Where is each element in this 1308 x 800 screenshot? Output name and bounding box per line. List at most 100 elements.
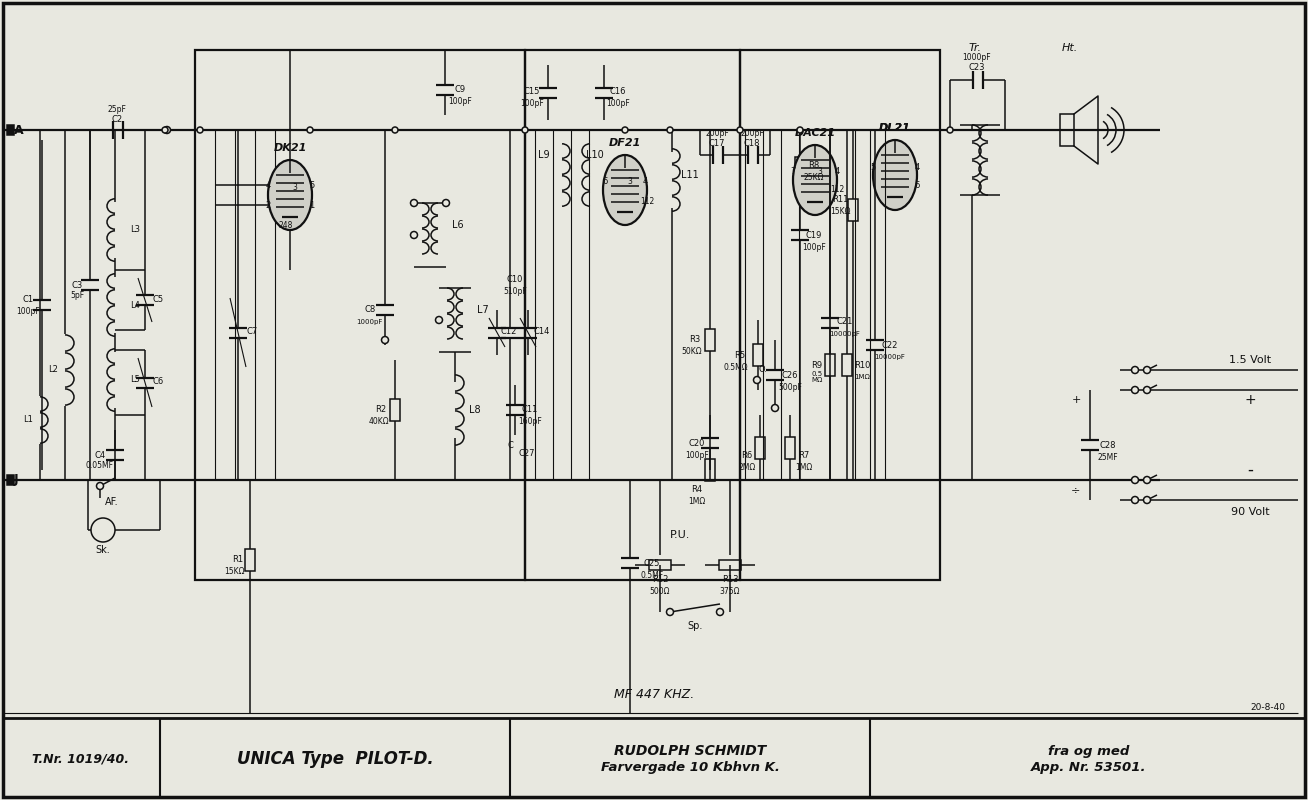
Circle shape [1131,386,1138,394]
Text: 100pF: 100pF [802,242,825,251]
Text: C14: C14 [534,327,551,337]
Text: C3: C3 [72,281,82,290]
Circle shape [1143,477,1151,483]
Circle shape [1143,497,1151,503]
Text: T.Nr. 1019/40.: T.Nr. 1019/40. [31,753,128,766]
Circle shape [753,377,760,383]
Text: 2: 2 [266,201,271,210]
Text: fra og med: fra og med [1048,745,1130,758]
Circle shape [411,199,417,206]
Text: 500pF: 500pF [778,382,802,391]
Bar [795,157,804,178]
Text: C27: C27 [519,449,535,458]
Circle shape [392,127,398,133]
Circle shape [1131,366,1138,374]
Text: 1.5 Volt: 1.5 Volt [1230,355,1271,365]
Text: 500Ω: 500Ω [650,587,670,597]
Circle shape [436,317,442,323]
Text: C1: C1 [22,294,34,303]
Circle shape [522,127,528,133]
Text: J: J [14,474,18,486]
Text: 4: 4 [642,178,647,186]
Text: 1: 1 [310,201,315,210]
Text: 510pF: 510pF [504,287,527,297]
Text: 7: 7 [790,167,795,177]
Text: C15: C15 [523,87,540,97]
Text: C20: C20 [689,438,705,447]
Circle shape [623,127,628,133]
Circle shape [1131,477,1138,483]
Text: 200pF: 200pF [740,129,764,138]
Text: C7: C7 [246,327,258,337]
Text: +: + [1071,395,1080,405]
Text: 25MF: 25MF [1097,453,1118,462]
Bar [195,50,525,580]
Text: 1MΩ: 1MΩ [795,462,812,471]
Text: C6: C6 [152,378,164,386]
Text: R12: R12 [651,575,668,585]
Text: Ht.: Ht. [1062,43,1078,53]
Text: L4: L4 [129,301,140,310]
Text: 0.05MF: 0.05MF [86,462,114,470]
Text: 5pF: 5pF [69,291,84,301]
Text: C16: C16 [610,87,627,97]
Text: C26: C26 [782,370,798,379]
Text: L1: L1 [24,415,33,425]
Text: 40KΩ: 40KΩ [369,418,390,426]
Text: DL21: DL21 [879,123,910,133]
Circle shape [717,609,723,615]
Text: 3: 3 [628,178,633,186]
Text: L5: L5 [129,375,140,385]
Ellipse shape [603,155,647,225]
Text: C10: C10 [506,275,523,285]
Text: C11: C11 [522,406,538,414]
Bar [753,344,763,366]
Text: 6: 6 [914,181,920,190]
Bar [649,560,671,570]
Text: C8: C8 [365,306,375,314]
Text: C4: C4 [94,450,106,459]
Bar [1059,114,1074,146]
Bar [245,549,255,571]
Text: 100pF: 100pF [16,306,39,315]
Circle shape [797,127,803,133]
Text: 10000pF: 10000pF [875,354,905,360]
Text: 160pF: 160pF [518,418,542,426]
Text: 1000pF: 1000pF [963,54,991,62]
Text: L2: L2 [48,366,58,374]
Text: DL21: DL21 [879,123,910,133]
Text: 0.5
MΩ: 0.5 MΩ [811,370,823,383]
Bar [705,459,715,481]
Text: 375Ω: 375Ω [719,587,740,597]
Text: 10000pF: 10000pF [829,331,861,337]
Bar [848,199,858,221]
Text: L7: L7 [477,305,489,315]
Circle shape [442,199,450,206]
Text: R10: R10 [854,361,870,370]
Text: C23: C23 [969,63,985,73]
Text: Tr.: Tr. [968,43,981,53]
Bar [7,475,14,485]
Text: C25: C25 [644,558,661,567]
Circle shape [92,518,115,542]
Text: 4: 4 [914,162,920,171]
Circle shape [198,127,203,133]
Text: 3: 3 [818,167,823,177]
Bar [740,50,940,580]
Text: R2: R2 [375,406,387,414]
Text: 15KΩ: 15KΩ [224,567,245,577]
Text: P.U.: P.U. [670,530,691,540]
Text: C2: C2 [111,115,123,125]
Text: Sp.: Sp. [687,621,702,631]
Text: 4: 4 [266,181,271,190]
Text: 248: 248 [279,221,293,230]
Text: L11: L11 [681,170,698,180]
Bar [525,50,740,580]
Ellipse shape [793,145,837,215]
Text: Sk.: Sk. [95,545,110,555]
Text: 1000pF: 1000pF [356,319,382,325]
Text: R3: R3 [689,335,701,345]
Text: R13: R13 [722,575,738,585]
Text: 6: 6 [602,178,608,186]
Text: C28: C28 [1100,441,1116,450]
